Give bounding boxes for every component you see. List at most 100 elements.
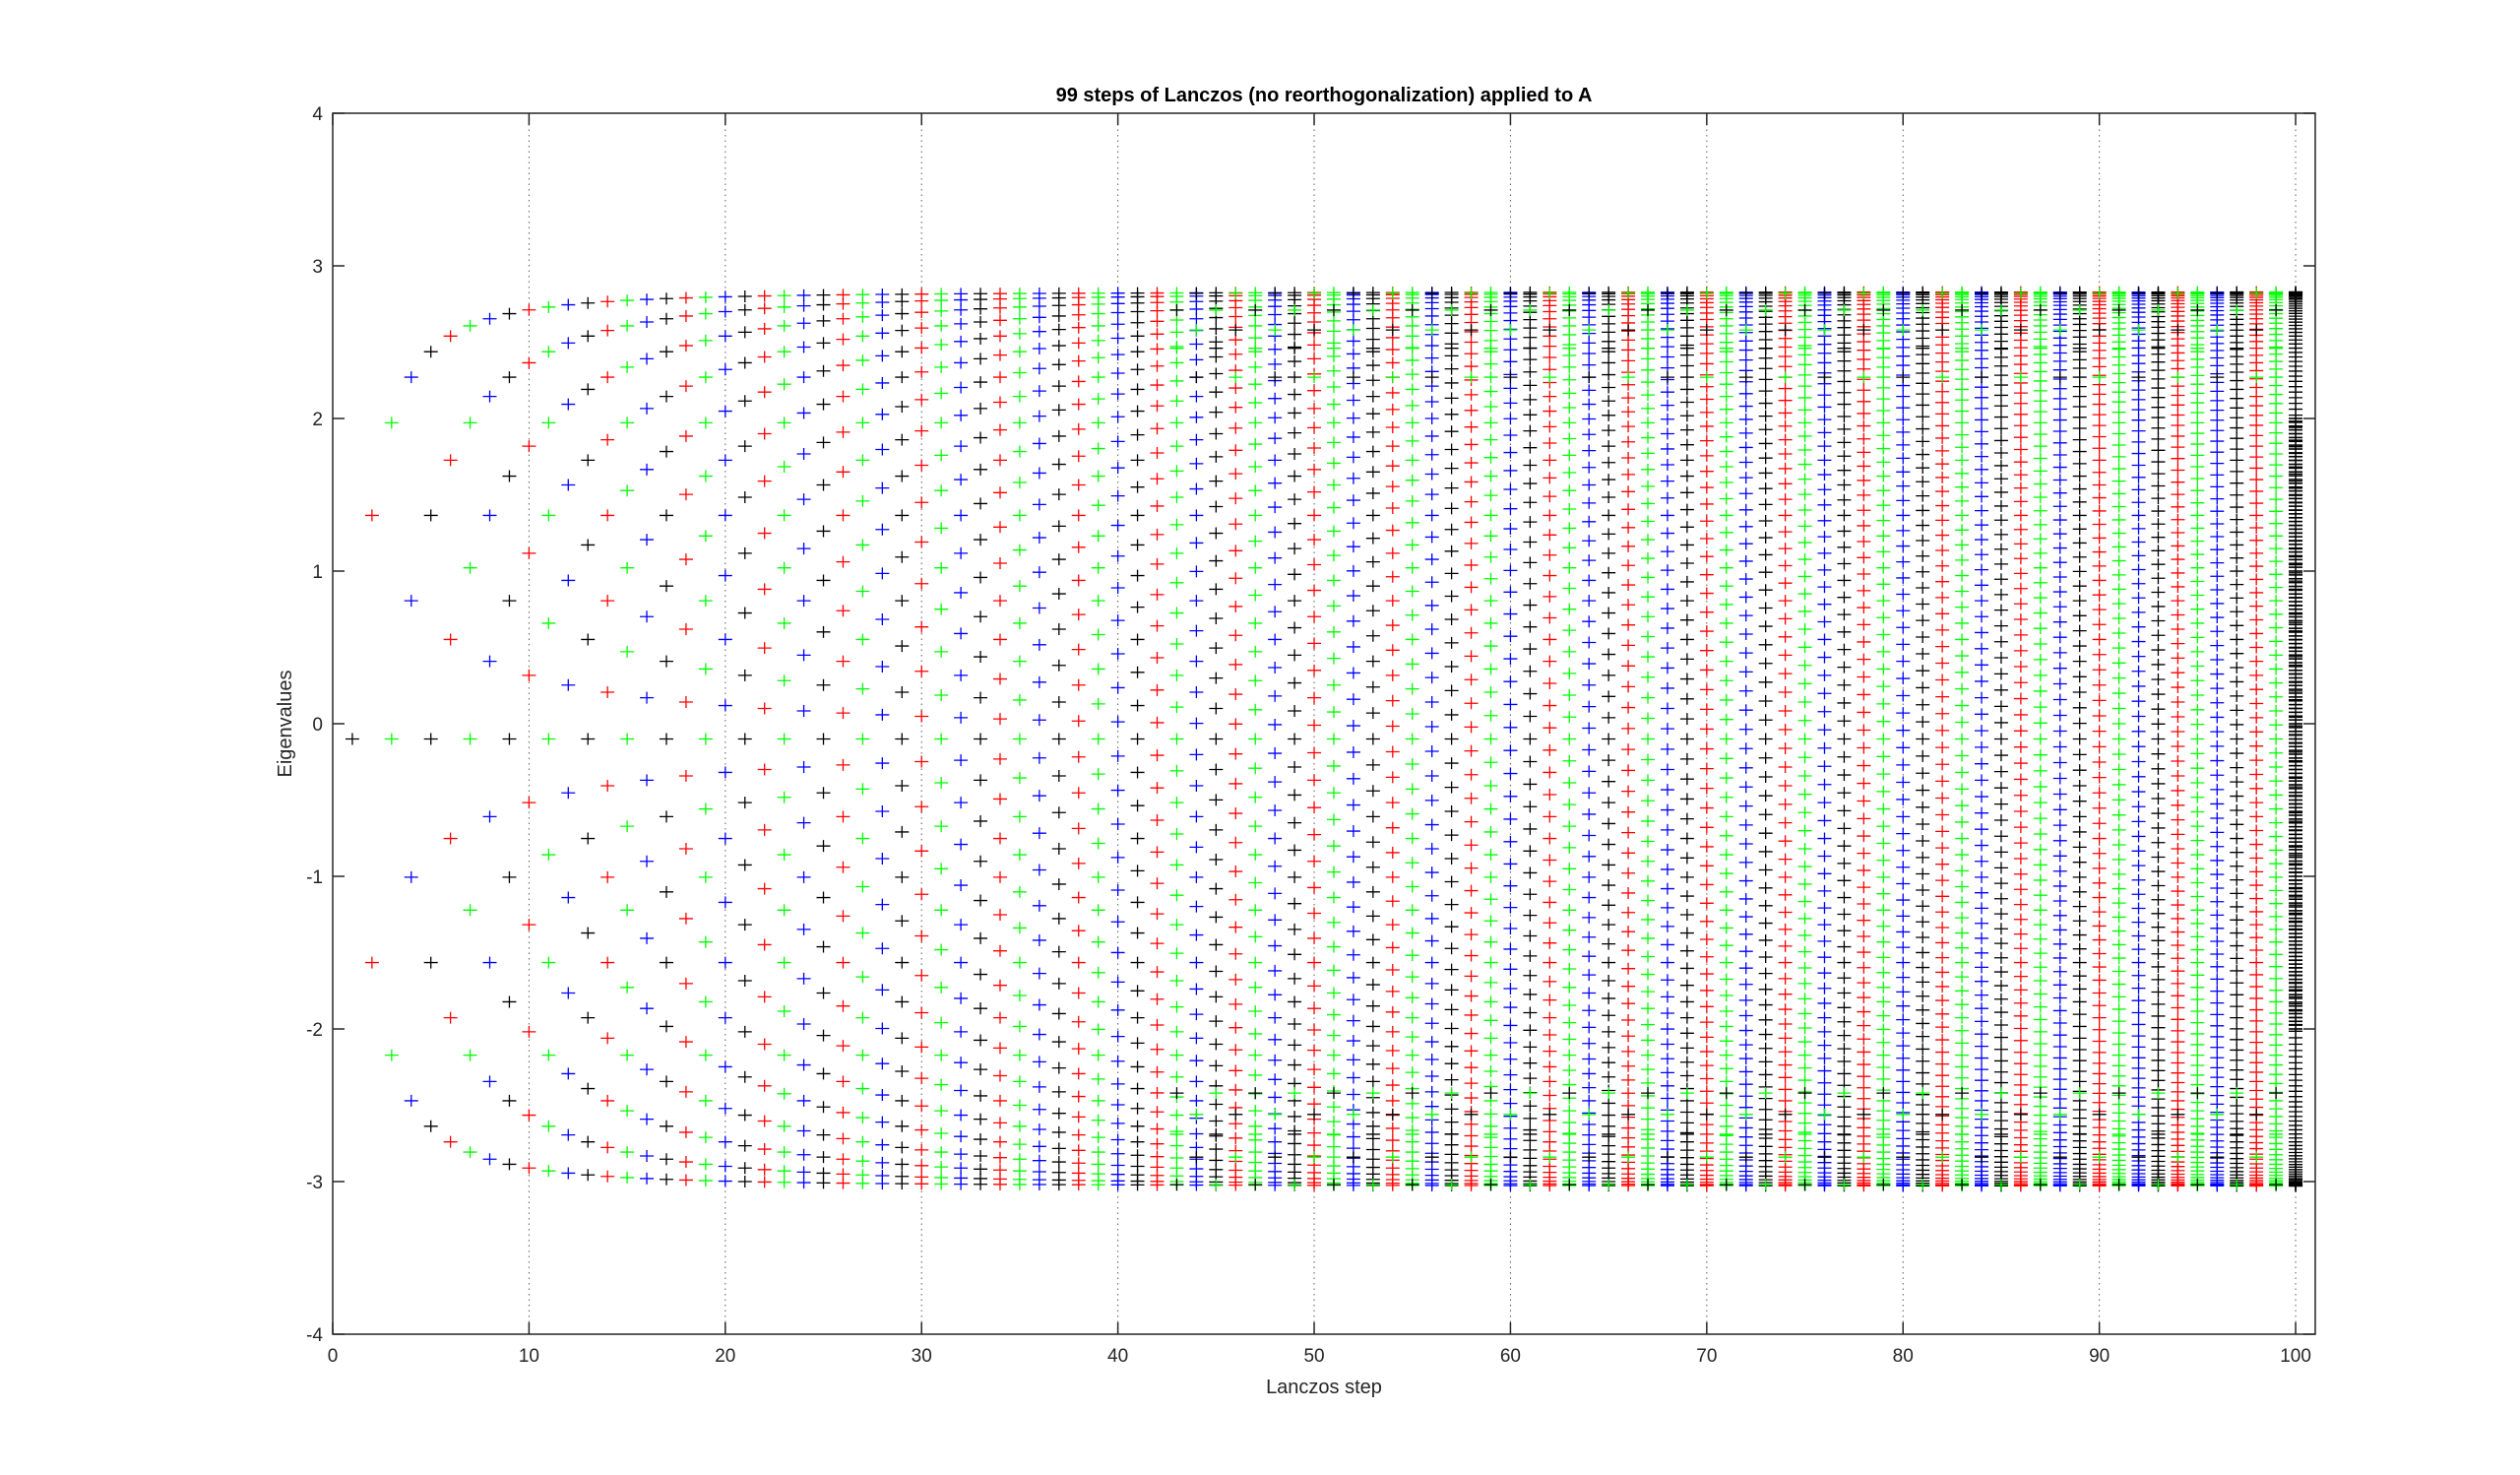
ritz-value-marker (1405, 708, 1419, 721)
ritz-value-marker (1130, 363, 1145, 376)
ritz-value-marker (1621, 866, 1636, 879)
ritz-value-marker (1150, 557, 1165, 570)
ritz-value-marker (1150, 1043, 1165, 1056)
ritz-value-marker (1699, 1180, 1714, 1192)
ritz-value-marker (1424, 1179, 1439, 1191)
ritz-value-marker (1523, 1041, 1538, 1054)
ritz-value-marker (1385, 324, 1400, 337)
ritz-value-marker (384, 1049, 399, 1061)
ritz-value-marker (895, 915, 910, 928)
ritz-value-marker (1621, 371, 1636, 384)
ritz-value-marker (1051, 588, 1066, 601)
ritz-value-marker (836, 1075, 850, 1088)
ritz-value-marker (1679, 1127, 1694, 1140)
ritz-value-marker (1326, 525, 1341, 538)
ritz-value-marker (1523, 969, 1538, 982)
ritz-value-marker (1679, 793, 1694, 805)
ritz-value-marker (1621, 997, 1636, 1010)
ritz-value-marker (1288, 543, 1302, 555)
ritz-value-marker (1032, 300, 1046, 313)
ritz-value-marker (914, 459, 929, 472)
ritz-value-marker (1405, 417, 1419, 429)
ritz-value-marker (1523, 331, 1538, 344)
ritz-value-marker (1424, 720, 1439, 733)
ritz-value-marker (1012, 327, 1027, 340)
ritz-value-marker (640, 1063, 655, 1076)
ritz-value-marker (974, 894, 988, 907)
ritz-value-marker (1091, 733, 1105, 745)
ritz-value-marker (1405, 1049, 1419, 1061)
ritz-value-marker (1209, 733, 1224, 745)
ritz-value-marker (678, 695, 693, 708)
ritz-value-marker (914, 1159, 929, 1172)
ritz-value-marker (737, 326, 752, 339)
ritz-value-marker (1012, 477, 1027, 489)
ritz-value-marker (1699, 533, 1714, 545)
ritz-value-marker (1326, 733, 1341, 745)
ritz-value-marker (1602, 879, 1616, 892)
ritz-value-marker (914, 845, 929, 858)
ritz-value-marker (974, 1149, 988, 1162)
ritz-value-marker (1464, 1092, 1479, 1105)
ritz-value-marker (1424, 1085, 1439, 1098)
ritz-value-marker (1346, 564, 1360, 577)
ritz-value-marker (1032, 1140, 1046, 1153)
ritz-value-marker (992, 633, 1007, 646)
ritz-value-marker (1110, 318, 1125, 331)
ritz-value-marker (1602, 381, 1616, 394)
ritz-value-marker (581, 1169, 596, 1182)
ritz-value-marker (1051, 323, 1066, 336)
ritz-value-marker (1268, 1122, 1283, 1135)
ritz-value-marker (1248, 762, 1263, 775)
ritz-value-marker (954, 356, 969, 369)
ritz-value-marker (1464, 371, 1479, 384)
ritz-value-marker (1326, 1067, 1341, 1080)
ritz-value-marker (954, 711, 969, 724)
ritz-value-marker (1307, 485, 1322, 498)
ritz-value-marker (974, 302, 988, 315)
ritz-value-marker (836, 509, 850, 522)
ritz-value-marker (1444, 942, 1459, 955)
ritz-value-marker (1523, 516, 1538, 529)
ritz-value-marker (1679, 962, 1694, 975)
ritz-value-marker (1405, 1066, 1419, 1079)
ritz-value-marker (1699, 497, 1714, 510)
ritz-value-marker (1523, 599, 1538, 611)
ritz-value-marker (1464, 1077, 1479, 1090)
ritz-value-marker (678, 309, 693, 322)
ritz-value-marker (934, 338, 949, 351)
ritz-value-marker (777, 289, 791, 302)
ritz-value-marker (1621, 743, 1636, 756)
ritz-value-marker (1483, 470, 1498, 482)
ritz-value-marker (1032, 362, 1046, 375)
ritz-value-marker (1169, 417, 1184, 429)
ritz-value-marker (1130, 1037, 1145, 1050)
ritz-value-marker (737, 797, 752, 809)
ritz-value-marker (1228, 807, 1243, 820)
ritz-value-marker (698, 733, 713, 745)
ritz-value-marker (1483, 489, 1498, 502)
ritz-value-marker (1051, 877, 1066, 890)
ritz-value-marker (1719, 655, 1733, 668)
ritz-value-marker (640, 534, 655, 546)
ritz-value-marker (1326, 574, 1341, 587)
ritz-value-marker (1385, 344, 1400, 356)
ritz-value-marker (1268, 1151, 1283, 1164)
ritz-value-marker (816, 364, 831, 377)
ritz-value-marker (934, 1078, 949, 1091)
ritz-value-marker (1189, 1055, 1204, 1067)
ritz-value-marker (1543, 569, 1557, 582)
ritz-value-marker (1071, 987, 1086, 999)
ritz-value-marker (1365, 910, 1380, 923)
ritz-value-marker (1621, 722, 1636, 735)
ritz-value-marker (1621, 1059, 1636, 1072)
ritz-value-marker (1209, 527, 1224, 540)
ritz-value-marker (1169, 669, 1184, 681)
ritz-value-marker (1365, 1075, 1380, 1088)
ritz-value-marker (1110, 648, 1125, 661)
ritz-value-marker (1326, 303, 1341, 316)
ritz-value-marker (1346, 472, 1360, 484)
ritz-value-marker (1444, 376, 1459, 389)
ritz-value-marker (1641, 795, 1656, 807)
ritz-value-marker (1189, 433, 1204, 446)
